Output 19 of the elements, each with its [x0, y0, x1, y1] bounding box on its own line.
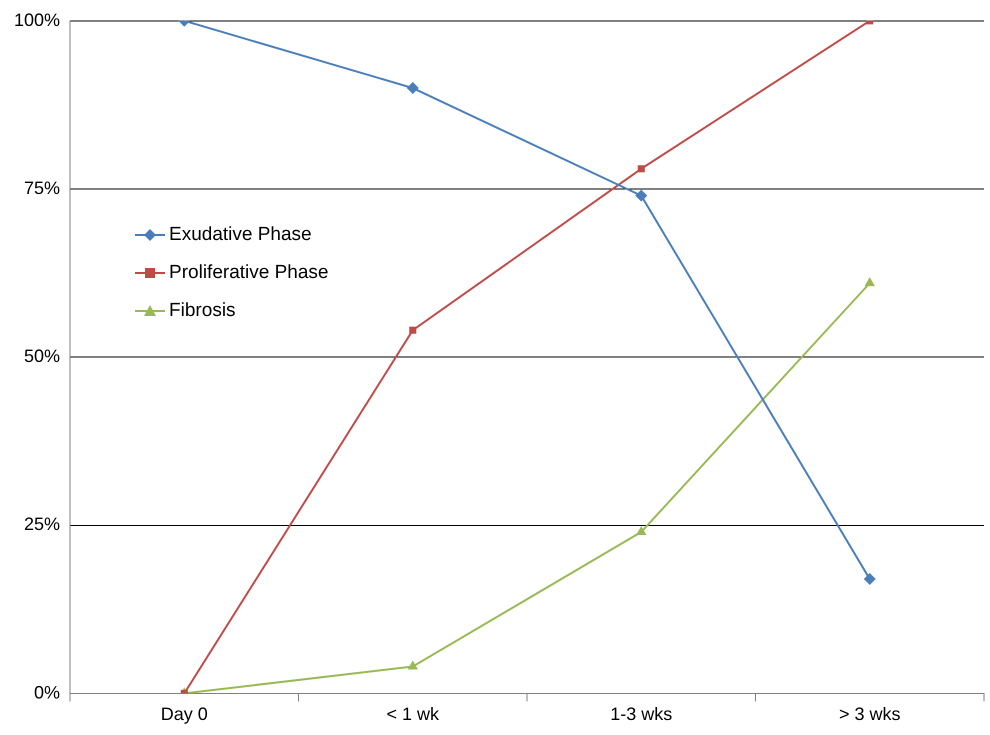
x-tick-label: 1-3 wks — [610, 704, 672, 724]
y-tick-label: 0% — [34, 682, 60, 702]
x-tick-label: > 3 wks — [838, 704, 901, 724]
x-tick-label: < 1 wk — [386, 704, 440, 724]
y-tick-label: 50% — [24, 346, 60, 366]
y-tick-label: 25% — [24, 514, 60, 534]
point — [406, 82, 419, 94]
point — [408, 660, 418, 670]
y-tick-label: 100% — [14, 10, 60, 30]
point — [636, 526, 646, 535]
point — [864, 277, 875, 286]
x-tick-label: Day 0 — [160, 704, 208, 724]
legend-label: Proliferative Phase — [169, 262, 328, 284]
point — [635, 190, 648, 202]
legend-label: Fibrosis — [169, 300, 236, 322]
legend-label: Exudative Phase — [169, 224, 312, 246]
point — [409, 326, 416, 334]
y-tick-label: 75% — [24, 178, 60, 198]
point — [638, 165, 645, 172]
